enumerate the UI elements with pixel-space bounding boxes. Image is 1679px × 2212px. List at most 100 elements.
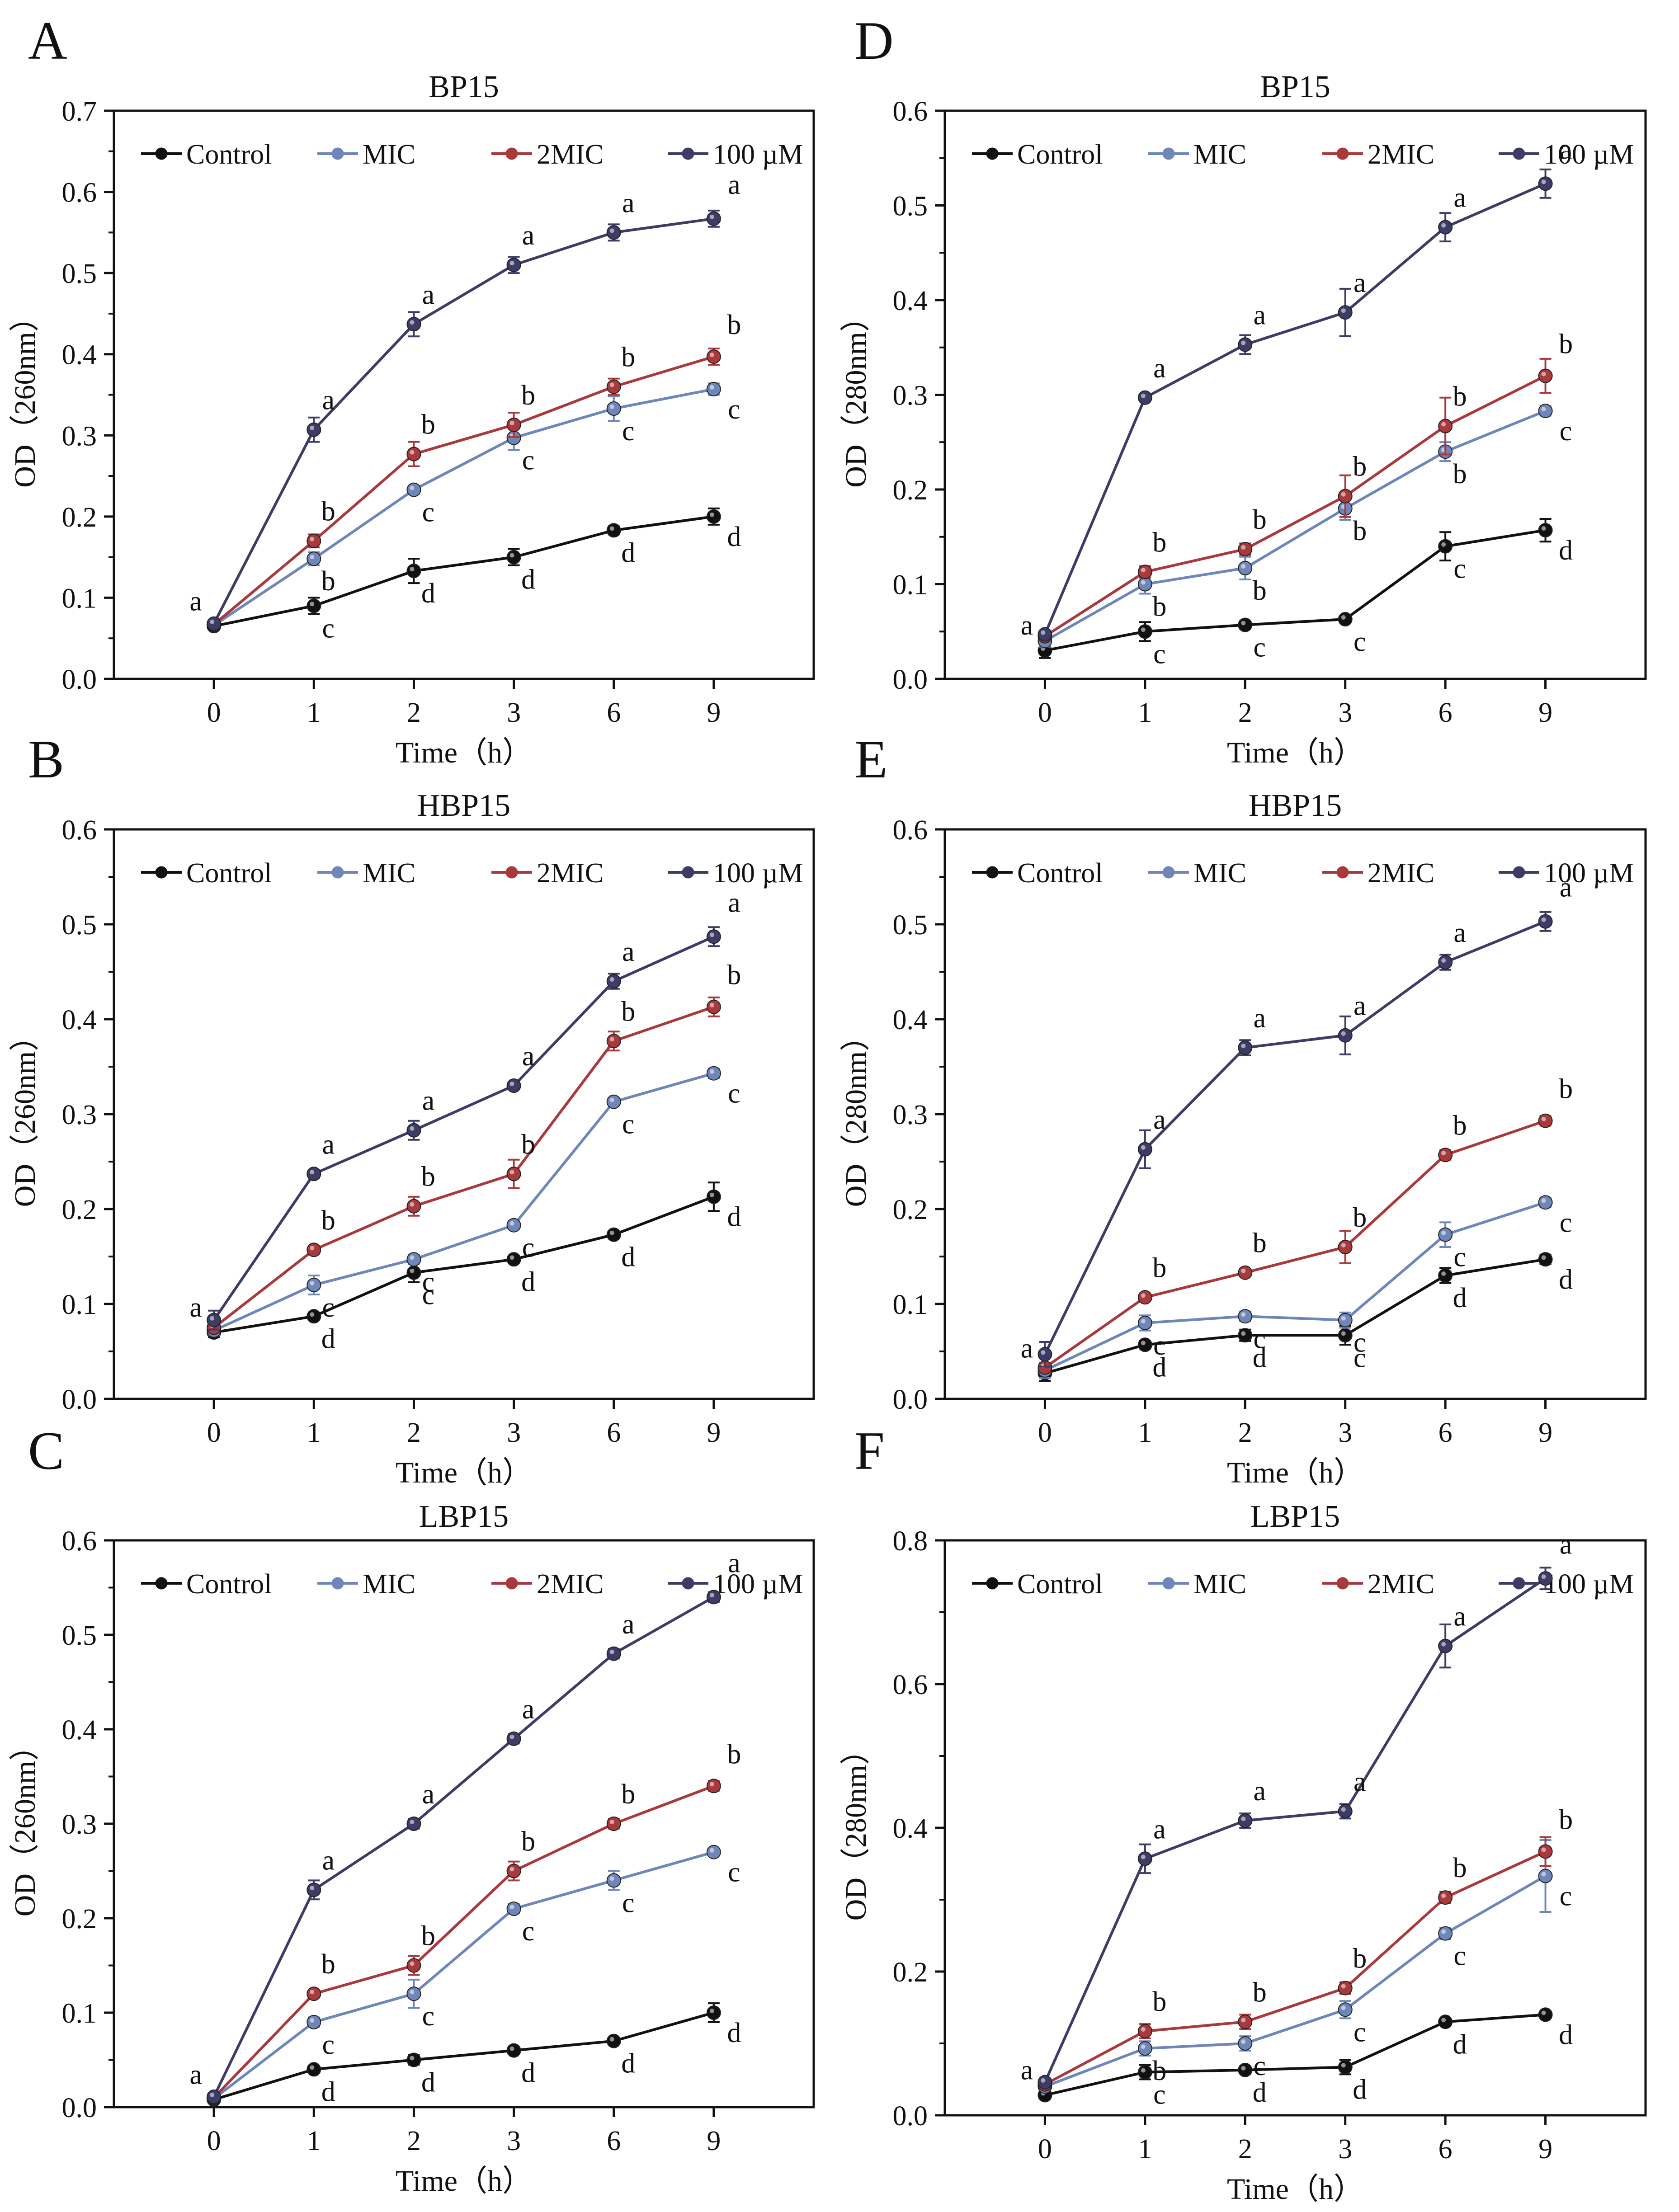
data-point-highlight (1141, 2027, 1146, 2032)
data-point (1137, 390, 1152, 405)
data-point (1538, 1844, 1553, 1859)
significance-letter: b (421, 1162, 435, 1192)
x-tick-label: 2 (407, 2126, 421, 2156)
series-line (212, 1595, 715, 2098)
significance-letter: c (422, 497, 435, 528)
data-point (1238, 2062, 1253, 2077)
data-point-highlight (1041, 1350, 1046, 1355)
series-2mic: b b b b b (207, 1739, 741, 2105)
series-line (1043, 1577, 1547, 2083)
panel-b: B HBP15 0.0 0.1 0.2 0.3 0.4 0.5 0.6 0 1 2 3 6 9 Time（h）… (9, 729, 815, 1489)
x-tick-label: 1 (307, 2126, 321, 2156)
data-point-highlight (1541, 372, 1546, 377)
data-point-highlight (1141, 1293, 1146, 1298)
y-tick-label: 0.4 (893, 1813, 928, 1844)
data-point-highlight (1541, 407, 1546, 412)
legend-label: 2MIC (537, 1569, 604, 1600)
y-tick-label: 0.5 (62, 910, 97, 941)
legend-label: MIC (1193, 139, 1246, 170)
significance-letter: a (622, 188, 635, 218)
data-point-highlight (609, 405, 614, 409)
series-2mic: b b b b b (1038, 1804, 1573, 2092)
x-tick-label: 3 (1338, 2134, 1352, 2165)
data-point-highlight (210, 2093, 215, 2098)
significance-letter: d (1559, 1264, 1573, 1295)
chart-title: HBP15 (417, 788, 510, 823)
significance-letter: d (621, 2048, 635, 2079)
legend-label: 2MIC (537, 858, 604, 889)
x-tick-label: 0 (207, 1417, 221, 1448)
data-point-highlight (1241, 1268, 1246, 1273)
data-point-highlight (410, 450, 415, 455)
significance-letter: a (1021, 610, 1033, 641)
y-tick-label: 0.2 (893, 1957, 928, 1988)
data-point-highlight (1141, 580, 1146, 585)
data-point-highlight (1141, 2068, 1146, 2073)
data-point-highlight (1041, 2078, 1046, 2083)
data-point (406, 317, 421, 332)
data-point (1538, 176, 1553, 191)
data-point-highlight (1341, 1807, 1346, 1812)
significance-letter: c (1453, 1242, 1466, 1273)
significance-letter: d (421, 578, 435, 609)
data-point-highlight (509, 2046, 514, 2051)
series-100-m: a a a a a (207, 1548, 740, 2104)
data-point-highlight (709, 2009, 714, 2013)
y-tick-label: 0.4 (62, 1005, 97, 1035)
data-point-highlight (1141, 568, 1146, 573)
data-point (1538, 1195, 1553, 1210)
significance-letter: d (1152, 1352, 1166, 1383)
data-point (606, 523, 621, 538)
data-point (307, 533, 321, 548)
legend-marker (986, 866, 999, 879)
significance-letter: a (1153, 353, 1166, 384)
x-tick-label: 9 (707, 2126, 721, 2156)
x-tick-label: 1 (1138, 2134, 1152, 2165)
data-point-highlight (1441, 1642, 1446, 1647)
data-point (1538, 914, 1553, 929)
significance-letter: b (1353, 1944, 1367, 1974)
significance-letter: c (1354, 1342, 1366, 1373)
data-point (1338, 1804, 1353, 1819)
data-point-highlight (1441, 223, 1446, 228)
significance-letter: d (1559, 2019, 1573, 2050)
data-point-highlight (310, 2065, 315, 2070)
significance-letter: a (1254, 300, 1266, 330)
significance-letter: a (322, 1845, 335, 1876)
significance-letter: c (1153, 1330, 1166, 1361)
data-point-highlight (1241, 2018, 1246, 2023)
data-point (1438, 1227, 1453, 1242)
series-line (213, 1850, 714, 2100)
data-point (1137, 565, 1152, 579)
data-point (1438, 539, 1453, 554)
data-point (406, 1123, 421, 1138)
data-point (1238, 1328, 1253, 1343)
y-tick-label: 0.3 (893, 381, 928, 411)
significance-letter: c (1153, 2080, 1166, 2110)
y-tick-label: 0.0 (893, 1384, 928, 1415)
series-2mic: b b b b b (1038, 329, 1573, 644)
significance-letter: b (1152, 592, 1166, 622)
significance-letter: c (1560, 1881, 1572, 1912)
data-point-highlight (509, 1255, 514, 1260)
series-2mic: b b b b b (1038, 1074, 1573, 1375)
data-point (1137, 1316, 1152, 1330)
y-tick-label: 0.2 (62, 1904, 97, 1934)
data-point-highlight (609, 977, 614, 982)
data-point-highlight (1241, 1817, 1246, 1821)
significance-letter: a (1560, 872, 1572, 903)
data-point-highlight (509, 1082, 514, 1086)
data-point (1238, 2014, 1253, 2029)
series-line (212, 1784, 714, 2099)
legend-marker (155, 1577, 168, 1590)
legend-marker (682, 866, 694, 879)
significance-letter: c (1354, 2017, 1366, 2047)
data-point-highlight (410, 1268, 415, 1273)
panel-d: D BP15 0.0 0.1 0.2 0.3 0.4 0.5 0.6 0 1 2 3 6 9 Time（h） O… (840, 10, 1647, 769)
data-point (606, 1094, 621, 1109)
data-point-highlight (1541, 1198, 1546, 1203)
significance-letter: c (1560, 416, 1572, 447)
data-point (406, 2052, 421, 2067)
significance-letter: c (422, 1266, 435, 1297)
